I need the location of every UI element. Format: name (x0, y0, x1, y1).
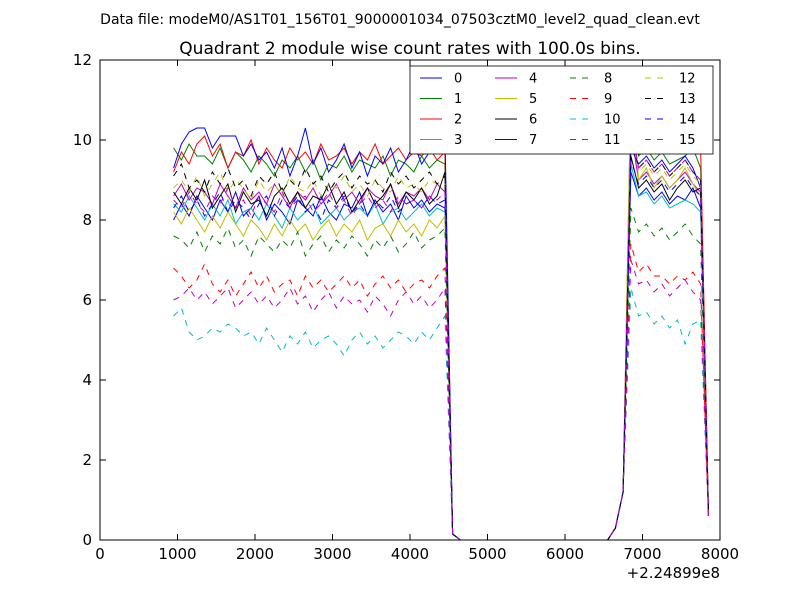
series-line-10 (173, 287, 709, 541)
legend-label-7: 7 (529, 133, 537, 148)
x-tick-label: 2000 (236, 545, 274, 563)
legend-label-5: 5 (529, 92, 537, 107)
y-tick-label: 8 (82, 211, 92, 229)
legend-label-14: 14 (679, 113, 696, 128)
x-tick-label: 5000 (468, 545, 506, 563)
series-line-12 (173, 127, 709, 541)
legend-label-13: 13 (679, 92, 696, 107)
legend-label-11: 11 (604, 133, 621, 148)
x-tick-label: 6000 (546, 545, 584, 563)
x-offset-label: +2.24899e8 (627, 564, 720, 582)
series-line-7 (173, 127, 709, 541)
x-tick-label: 1000 (158, 545, 196, 563)
x-tick-label: 8000 (701, 545, 739, 563)
series-line-13 (173, 135, 709, 541)
legend-label-8: 8 (604, 72, 612, 87)
y-tick-label: 10 (73, 131, 92, 149)
series-line-15 (173, 123, 709, 541)
y-tick-label: 6 (82, 291, 92, 309)
legend-label-6: 6 (529, 113, 537, 128)
ticks-layer: 0 1000 2000 3000 4000 5000 6000 7000 80000246810… (73, 51, 739, 563)
chart-title: Quadrant 2 module wise count rates with … (179, 39, 640, 59)
x-tick-label: 7000 (623, 545, 661, 563)
legend-frame (409, 65, 714, 155)
series-line-8 (173, 207, 709, 541)
y-tick-label: 4 (82, 371, 92, 389)
legend-label-0: 0 (454, 72, 462, 87)
chart-suptitle: Data file: modeM0/AS1T01_156T01_90000010… (100, 12, 700, 28)
legend-label-15: 15 (679, 133, 696, 148)
legend-label-3: 3 (454, 133, 462, 148)
legend-label-1: 1 (454, 92, 462, 107)
legend-label-10: 10 (604, 113, 621, 128)
legend-label-9: 9 (604, 92, 612, 107)
legend-label-2: 2 (454, 113, 462, 128)
x-tick-label: 4000 (391, 545, 429, 563)
legend-label-12: 12 (679, 72, 696, 87)
legend-label-4: 4 (529, 72, 537, 87)
x-tick-label: 3000 (313, 545, 351, 563)
y-tick-label: 2 (82, 451, 92, 469)
series-layer (173, 83, 709, 541)
x-tick-label: 0 (95, 545, 105, 563)
y-tick-label: 12 (73, 51, 92, 69)
y-tick-label: 0 (82, 531, 92, 549)
